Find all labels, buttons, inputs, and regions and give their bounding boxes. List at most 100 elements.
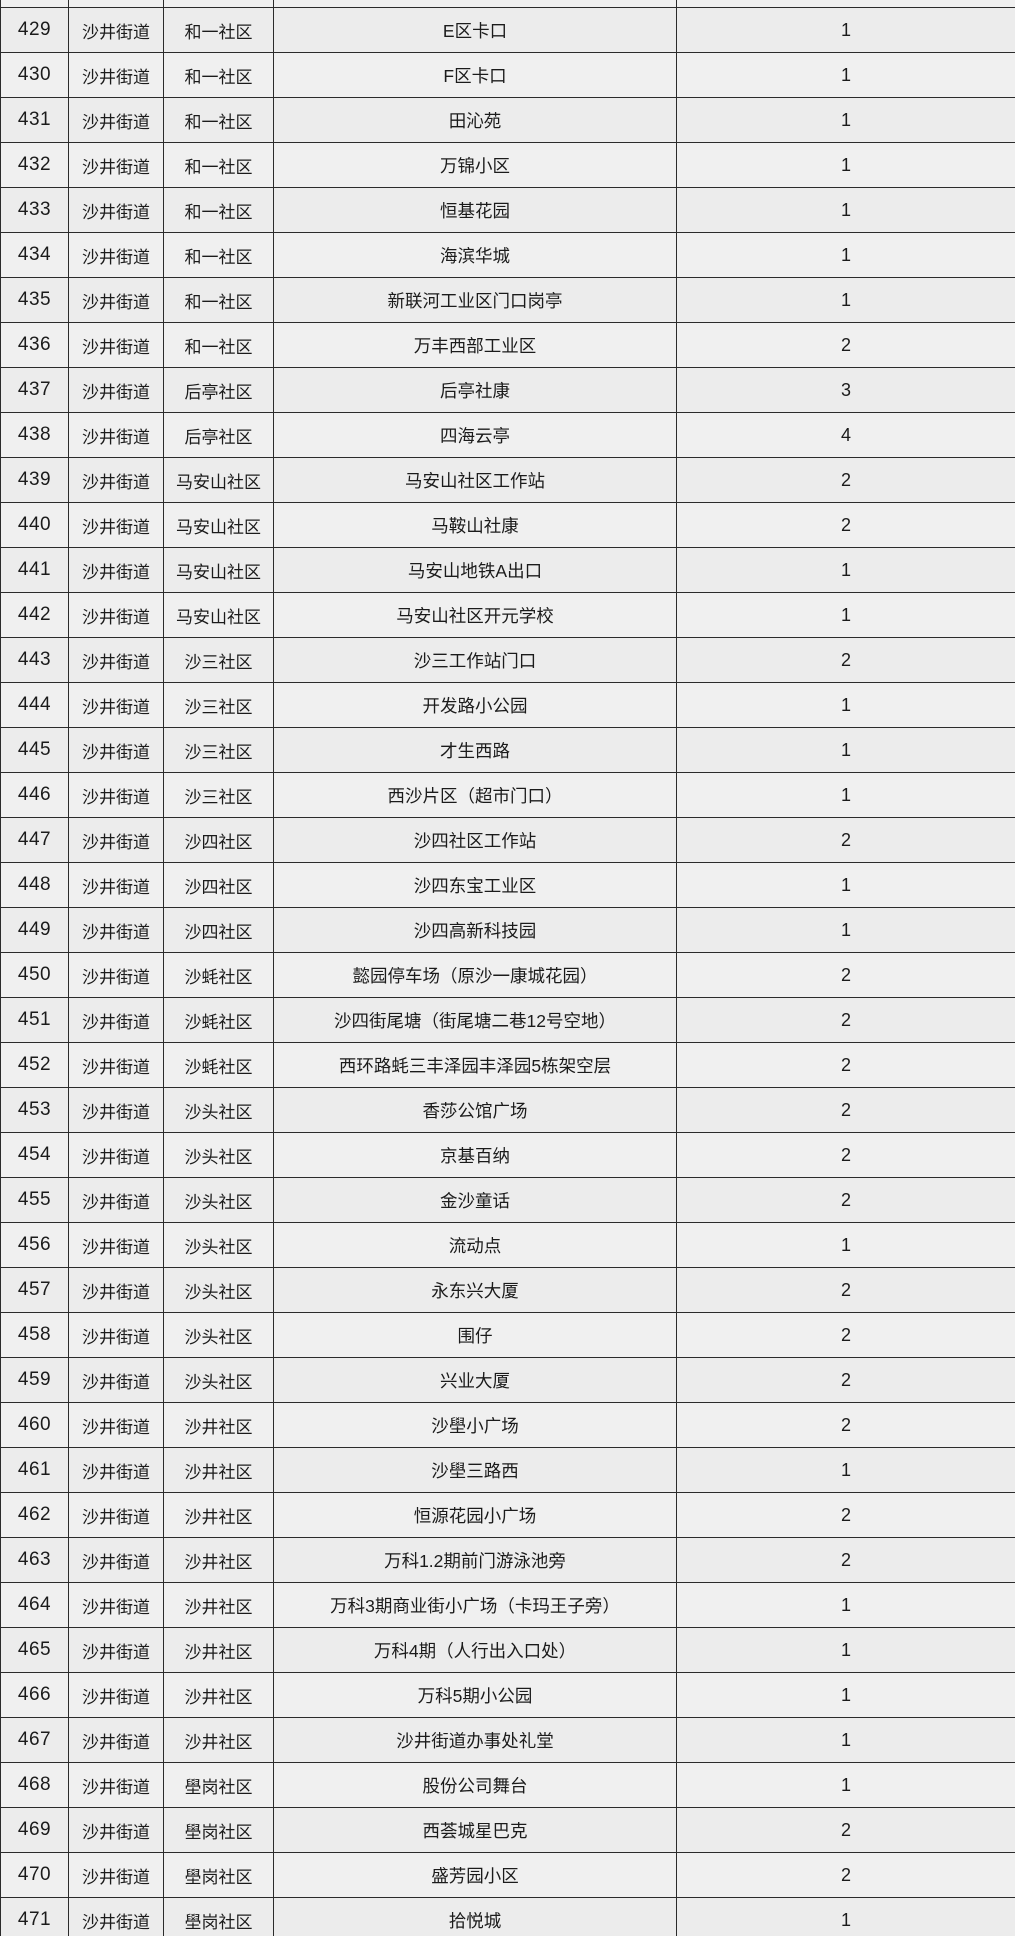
cell-location: 恒基花园 xyxy=(273,187,677,233)
cell-index: 460 xyxy=(0,1402,69,1448)
cell-community: 沙井社区 xyxy=(163,1672,274,1718)
cell-location: 流动点 xyxy=(273,1222,677,1268)
table-row: 469 沙井街道 壆岗社区 西荟城星巴克 2 xyxy=(0,1807,1016,1853)
cell-street: 沙井街道 xyxy=(68,682,164,728)
cell-street: 沙井街道 xyxy=(68,997,164,1043)
cell-location: 马安山社区开元学校 xyxy=(273,592,677,638)
table-row: 461 沙井街道 沙井社区 沙壆三路西 1 xyxy=(0,1447,1016,1493)
table-row: 449 沙井街道 沙四社区 沙四高新科技园 1 xyxy=(0,907,1016,953)
table-row: 428沙井街道和一社区D区卡口1 xyxy=(0,0,1016,8)
cell-location: 沙四东宝工业区 xyxy=(273,862,677,908)
table-row: 440 沙井街道 马安山社区 马鞍山社康 2 xyxy=(0,502,1016,548)
table-row: 450 沙井街道 沙蚝社区 懿园停车场（原沙一康城花园） 2 xyxy=(0,952,1016,998)
cell-location: 新联河工业区门口岗亭 xyxy=(273,277,677,323)
cell-location: 恒源花园小广场 xyxy=(273,1492,677,1538)
cell-index: 465 xyxy=(0,1627,69,1673)
cell-location: 香莎公馆广场 xyxy=(273,1087,677,1133)
cell-community: 马安山社区 xyxy=(163,502,274,548)
cell-community: 沙蚝社区 xyxy=(163,997,274,1043)
table-row: 434 沙井街道 和一社区 海滨华城 1 xyxy=(0,232,1016,278)
cell-location: 后亭社康 xyxy=(273,367,677,413)
table-row: 457 沙井街道 沙头社区 永东兴大厦 2 xyxy=(0,1267,1016,1313)
table-row: 468 沙井街道 壆岗社区 股份公司舞台 1 xyxy=(0,1762,1016,1808)
cell-count: 3 xyxy=(676,367,1016,413)
cell-location: E区卡口 xyxy=(273,7,677,53)
cell-index: 442 xyxy=(0,592,69,638)
cell-count: 1 xyxy=(676,52,1016,98)
cell-index: 456 xyxy=(0,1222,69,1268)
cell-street: 沙井街道 xyxy=(68,322,164,368)
cell-index: 440 xyxy=(0,502,69,548)
cell-community: 沙井社区 xyxy=(163,1537,274,1583)
cell-location: 开发路小公园 xyxy=(273,682,677,728)
cell-community: 壆岗社区 xyxy=(163,1807,274,1853)
table-row: 462 沙井街道 沙井社区 恒源花园小广场 2 xyxy=(0,1492,1016,1538)
cell-count: 2 xyxy=(676,1537,1016,1583)
cell-count: 1 xyxy=(676,682,1016,728)
table-row: 466 沙井街道 沙井社区 万科5期小公园 1 xyxy=(0,1672,1016,1718)
cell-street: 沙井街道 xyxy=(68,277,164,323)
cell-community: 沙头社区 xyxy=(163,1222,274,1268)
cell-count: 1 xyxy=(676,547,1016,593)
cell-street: 沙井街道 xyxy=(68,367,164,413)
cell-count: 1 xyxy=(676,592,1016,638)
cell-community: 和一社区 xyxy=(163,322,274,368)
cell-count: 1 xyxy=(676,1222,1016,1268)
cell-community: 沙井社区 xyxy=(163,1447,274,1493)
cell-index: 451 xyxy=(0,997,69,1043)
cell-community: 沙头社区 xyxy=(163,1177,274,1223)
cell-index: 453 xyxy=(0,1087,69,1133)
cell-community: 和一社区 xyxy=(163,52,274,98)
table-row: 437 沙井街道 后亭社区 后亭社康 3 xyxy=(0,367,1016,413)
table-row: 459 沙井街道 沙头社区 兴业大厦 2 xyxy=(0,1357,1016,1403)
cell-index: 452 xyxy=(0,1042,69,1088)
cell-index: 450 xyxy=(0,952,69,998)
cell-street: 沙井街道 xyxy=(68,907,164,953)
table-row: 433 沙井街道 和一社区 恒基花园 1 xyxy=(0,187,1016,233)
cell-location: 才生西路 xyxy=(273,727,677,773)
cell-count: 2 xyxy=(676,1042,1016,1088)
cell-community: 沙头社区 xyxy=(163,1267,274,1313)
cell-street: 沙井街道 xyxy=(68,1087,164,1133)
cell-street: 沙井街道 xyxy=(68,232,164,278)
cell-location: 京基百纳 xyxy=(273,1132,677,1178)
table-row: 452 沙井街道 沙蚝社区 西环路蚝三丰泽园丰泽园5栋架空层 2 xyxy=(0,1042,1016,1088)
cell-street: 沙井街道 xyxy=(68,97,164,143)
cell-community: 和一社区 xyxy=(163,142,274,188)
cell-street: 沙井街道 xyxy=(68,142,164,188)
cell-index: 444 xyxy=(0,682,69,728)
cell-count: 2 xyxy=(676,1312,1016,1358)
table-row: 442 沙井街道 马安山社区 马安山社区开元学校 1 xyxy=(0,592,1016,638)
cell-index: 463 xyxy=(0,1537,69,1583)
table-row: 451 沙井街道 沙蚝社区 沙四街尾塘（街尾塘二巷12号空地） 2 xyxy=(0,997,1016,1043)
cell-count: 2 xyxy=(676,1177,1016,1223)
cell-location: 万丰西部工业区 xyxy=(273,322,677,368)
table-row: 431 沙井街道 和一社区 田沁苑 1 xyxy=(0,97,1016,143)
cell-index: 435 xyxy=(0,277,69,323)
cell-community: 沙四社区 xyxy=(163,862,274,908)
cell-location: 万科4期（人行出入口处） xyxy=(273,1627,677,1673)
table-row: 429 沙井街道 和一社区 E区卡口 1 xyxy=(0,7,1016,53)
cell-location: 金沙童话 xyxy=(273,1177,677,1223)
cell-index: 433 xyxy=(0,187,69,233)
table-row: 432 沙井街道 和一社区 万锦小区 1 xyxy=(0,142,1016,188)
cell-count: 1 xyxy=(676,1447,1016,1493)
cell-location: 沙壆三路西 xyxy=(273,1447,677,1493)
table-row: 446 沙井街道 沙三社区 西沙片区（超市门口） 1 xyxy=(0,772,1016,818)
cell-count: 1 xyxy=(676,1717,1016,1763)
table-row: 443 沙井街道 沙三社区 沙三工作站门口 2 xyxy=(0,637,1016,683)
cell-location: 沙三工作站门口 xyxy=(273,637,677,683)
table-row: 436 沙井街道 和一社区 万丰西部工业区 2 xyxy=(0,322,1016,368)
cell-count: 2 xyxy=(676,1357,1016,1403)
cell-community: 沙井社区 xyxy=(163,1717,274,1763)
cell-count: 2 xyxy=(676,997,1016,1043)
cell-street: 沙井街道 xyxy=(68,0,164,8)
cell-street: 沙井街道 xyxy=(68,412,164,458)
table-row: 439 沙井街道 马安山社区 马安山社区工作站 2 xyxy=(0,457,1016,503)
cell-street: 沙井街道 xyxy=(68,1177,164,1223)
cell-location: 西沙片区（超市门口） xyxy=(273,772,677,818)
cell-community: 沙井社区 xyxy=(163,1627,274,1673)
cell-index: 434 xyxy=(0,232,69,278)
table-row: 454 沙井街道 沙头社区 京基百纳 2 xyxy=(0,1132,1016,1178)
cell-street: 沙井街道 xyxy=(68,727,164,773)
